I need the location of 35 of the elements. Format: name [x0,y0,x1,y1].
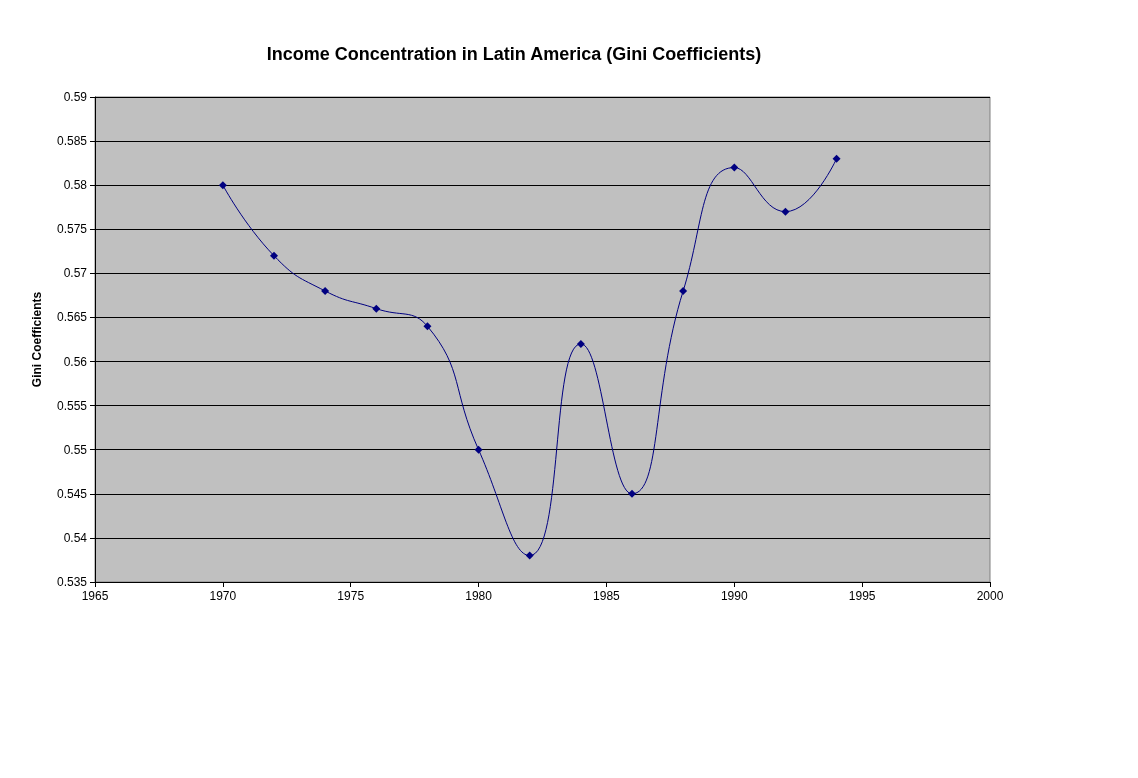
chart-title: Income Concentration in Latin America (Gini Coefficients) [266,44,762,64]
x-tick-label: 1970 [209,589,237,603]
x-tick-label: 1980 [465,589,493,603]
y-axis-title: Gini Coefficients [30,291,44,388]
y-tick-label: 0.57 [63,266,88,281]
point [628,489,636,498]
point [781,207,790,216]
y-tick-label: 0.59 [63,90,88,104]
point [474,445,483,454]
y-tick-label: 0.56 [63,354,88,369]
x-tick-label: 2000 [976,589,1004,603]
y-tick-label: 0.555 [56,398,88,413]
y-tick-label: 0.535 [56,575,88,589]
point [270,251,278,260]
point [730,163,739,172]
point [832,154,841,163]
point [218,181,227,190]
y-tick-label: 0.54 [63,530,88,545]
y-tick-label: 0.58 [63,178,88,193]
point [679,287,688,295]
x-tick-label: 1975 [337,589,365,603]
point [525,551,534,560]
point [576,339,585,348]
y-tick-label: 0.565 [56,310,88,325]
point [321,287,330,295]
y-tick-label: 0.545 [56,486,88,501]
y-tick-label: 0.55 [63,442,88,457]
x-tick-label: 1990 [720,589,748,603]
y-tick-label: 0.575 [56,222,88,237]
x-tick-label: 1985 [593,589,621,603]
point [372,304,381,313]
x-tick-label: 1995 [848,589,876,603]
y-tick-label: 0.585 [56,134,88,149]
point [423,322,432,331]
x-tick-label: 1965 [81,589,109,603]
